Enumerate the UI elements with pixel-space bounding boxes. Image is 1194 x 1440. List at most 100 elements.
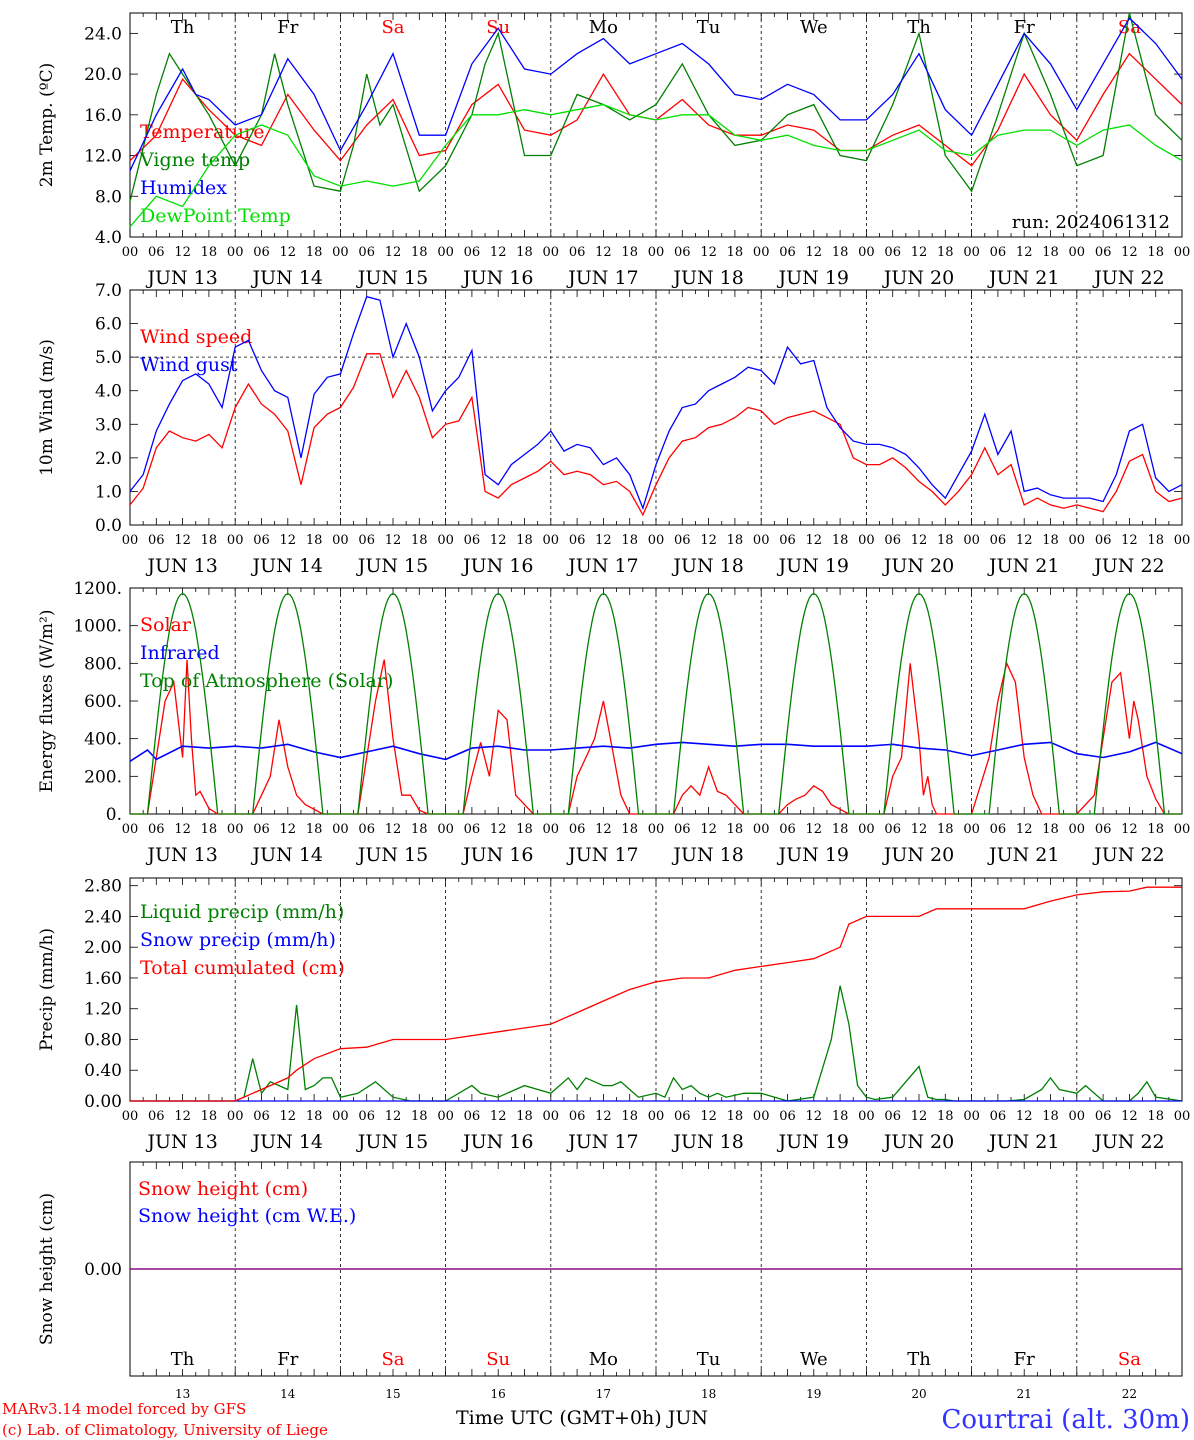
hour-tick-label: 00: [437, 1109, 454, 1124]
day-of-week-label: Fr: [1014, 1349, 1035, 1370]
run-label: run: 2024061312: [1012, 212, 1170, 233]
date-label: JUN 13: [145, 267, 217, 289]
hour-tick-label: 12: [911, 245, 928, 260]
legend-entry: Snow precip (mm/h): [140, 929, 336, 951]
hour-tick-label: 18: [1147, 822, 1164, 837]
hour-tick-label: 06: [464, 822, 481, 837]
hour-tick-label: 00: [963, 822, 980, 837]
date-label: JUN 21: [987, 844, 1059, 866]
hour-tick-label: 12: [490, 822, 507, 837]
hour-tick-label: 12: [385, 1109, 402, 1124]
y-axis-label: 10m Wind (m/s): [37, 339, 57, 476]
location-label: Courtrai (alt. 30m): [942, 1405, 1191, 1435]
y-tick-label: 1000.: [73, 617, 122, 637]
hour-tick-label: 12: [595, 245, 612, 260]
legend-entry: Vigne temp: [139, 149, 250, 171]
date-label: JUN 17: [566, 267, 638, 289]
hour-tick-label: 12: [700, 822, 717, 837]
day-of-week-label: Tu: [697, 1349, 721, 1370]
y-tick-label: 1200.: [73, 579, 122, 599]
hour-tick-label: 12: [385, 822, 402, 837]
hour-tick-label: 18: [411, 533, 428, 548]
hour-tick-label: 18: [727, 245, 744, 260]
date-label: JUN 15: [356, 555, 428, 577]
legend-entry: Wind gust: [140, 354, 238, 376]
hour-tick-label: 18: [516, 533, 533, 548]
hour-tick-label: 06: [674, 533, 691, 548]
date-label: JUN 17: [566, 844, 638, 866]
y-axis-label: Snow height (cm): [37, 1193, 57, 1345]
day-of-week-label: We: [800, 17, 828, 38]
legend-entry: Total cumulated (cm): [140, 957, 345, 979]
hour-tick-label: 00: [1174, 1109, 1191, 1124]
hour-tick-label: 06: [253, 1109, 270, 1124]
hour-tick-label: 12: [280, 822, 297, 837]
hour-tick-label: 06: [464, 1109, 481, 1124]
hour-tick-label: 06: [674, 245, 691, 260]
panel-frame: [129, 12, 1183, 238]
legend-entry: Snow height (cm): [138, 1178, 308, 1200]
hour-tick-label: 12: [490, 533, 507, 548]
hour-tick-label: 00: [332, 1109, 349, 1124]
hour-tick-label: 06: [884, 245, 901, 260]
legend-entry: Humidex: [140, 177, 227, 199]
hour-tick-label: 18: [832, 822, 849, 837]
date-label: JUN 19: [777, 555, 849, 577]
panel-precip: 00 06 12 18 00 06 12 18 00 06 12 18 00 06 12 18 00 06 12 18…: [37, 877, 1190, 1153]
date-label: JUN 15: [356, 844, 428, 866]
day-number-label: 16: [491, 1387, 506, 1401]
hour-tick-label: 18: [306, 245, 323, 260]
hour-tick-label: 06: [1095, 822, 1112, 837]
day-number-label: 17: [596, 1387, 611, 1401]
date-label: JUN 14: [251, 555, 323, 577]
y-tick-label: 0.00: [84, 1092, 122, 1112]
hour-tick-label: 06: [464, 245, 481, 260]
y-tick-label: 12.0: [84, 147, 122, 167]
date-label: JUN 20: [882, 844, 954, 866]
day-number-label: 18: [701, 1387, 716, 1401]
panel-snow: Th 13 Fr 14 Sa 15 Su 16 Mo 17 Tu 18 We 19 Th 20 Fr 21 Sa 22…: [37, 1161, 1183, 1401]
hour-tick-label: 12: [174, 822, 191, 837]
series-line-dewpoint-temp: [129, 103, 1183, 228]
hour-tick-label: 00: [753, 1109, 770, 1124]
y-tick-label: 2.80: [84, 877, 122, 897]
hour-tick-label: 12: [1121, 822, 1138, 837]
y-tick-label: 24.0: [84, 24, 122, 44]
hour-tick-label: 18: [201, 1109, 218, 1124]
date-label: JUN 14: [251, 1131, 323, 1153]
hour-tick-label: 12: [1016, 822, 1033, 837]
hour-tick-label: 06: [569, 533, 586, 548]
day-of-week-label: Sa: [1118, 1349, 1141, 1370]
hour-tick-label: 12: [700, 533, 717, 548]
hour-tick-label: 12: [280, 1109, 297, 1124]
date-label: JUN 20: [882, 267, 954, 289]
y-tick-label: 0.00: [84, 1260, 122, 1280]
date-label: JUN 19: [777, 267, 849, 289]
panel-temp: 00 06 12 18 00 06 12 18 00 06 12 18 00 06 12 18 00 06 12 18…: [37, 12, 1190, 289]
hour-tick-label: 12: [174, 533, 191, 548]
y-tick-label: 8.0: [95, 187, 122, 207]
y-tick-label: 4.0: [95, 382, 122, 402]
hour-tick-label: 00: [753, 533, 770, 548]
y-tick-label: 0.40: [84, 1061, 122, 1081]
hour-tick-label: 06: [148, 1109, 165, 1124]
date-label: JUN 20: [882, 555, 954, 577]
date-label: JUN 16: [461, 555, 533, 577]
hour-tick-label: 00: [437, 245, 454, 260]
hour-tick-label: 12: [806, 533, 823, 548]
hour-tick-label: 00: [1069, 1109, 1086, 1124]
day-of-week-label: Th: [171, 1349, 195, 1370]
y-tick-label: 16.0: [84, 106, 122, 126]
day-of-week-label: We: [800, 1349, 828, 1370]
hour-tick-label: 18: [727, 822, 744, 837]
hour-tick-label: 00: [543, 533, 560, 548]
y-tick-label: 400.: [84, 730, 122, 750]
hour-tick-label: 06: [779, 533, 796, 548]
hour-tick-label: 00: [122, 822, 139, 837]
day-of-week-label: Th: [907, 17, 931, 38]
hour-tick-label: 00: [963, 1109, 980, 1124]
hour-tick-label: 18: [937, 245, 954, 260]
series-line-wind-gust: [129, 295, 1183, 511]
hour-tick-label: 00: [1069, 245, 1086, 260]
